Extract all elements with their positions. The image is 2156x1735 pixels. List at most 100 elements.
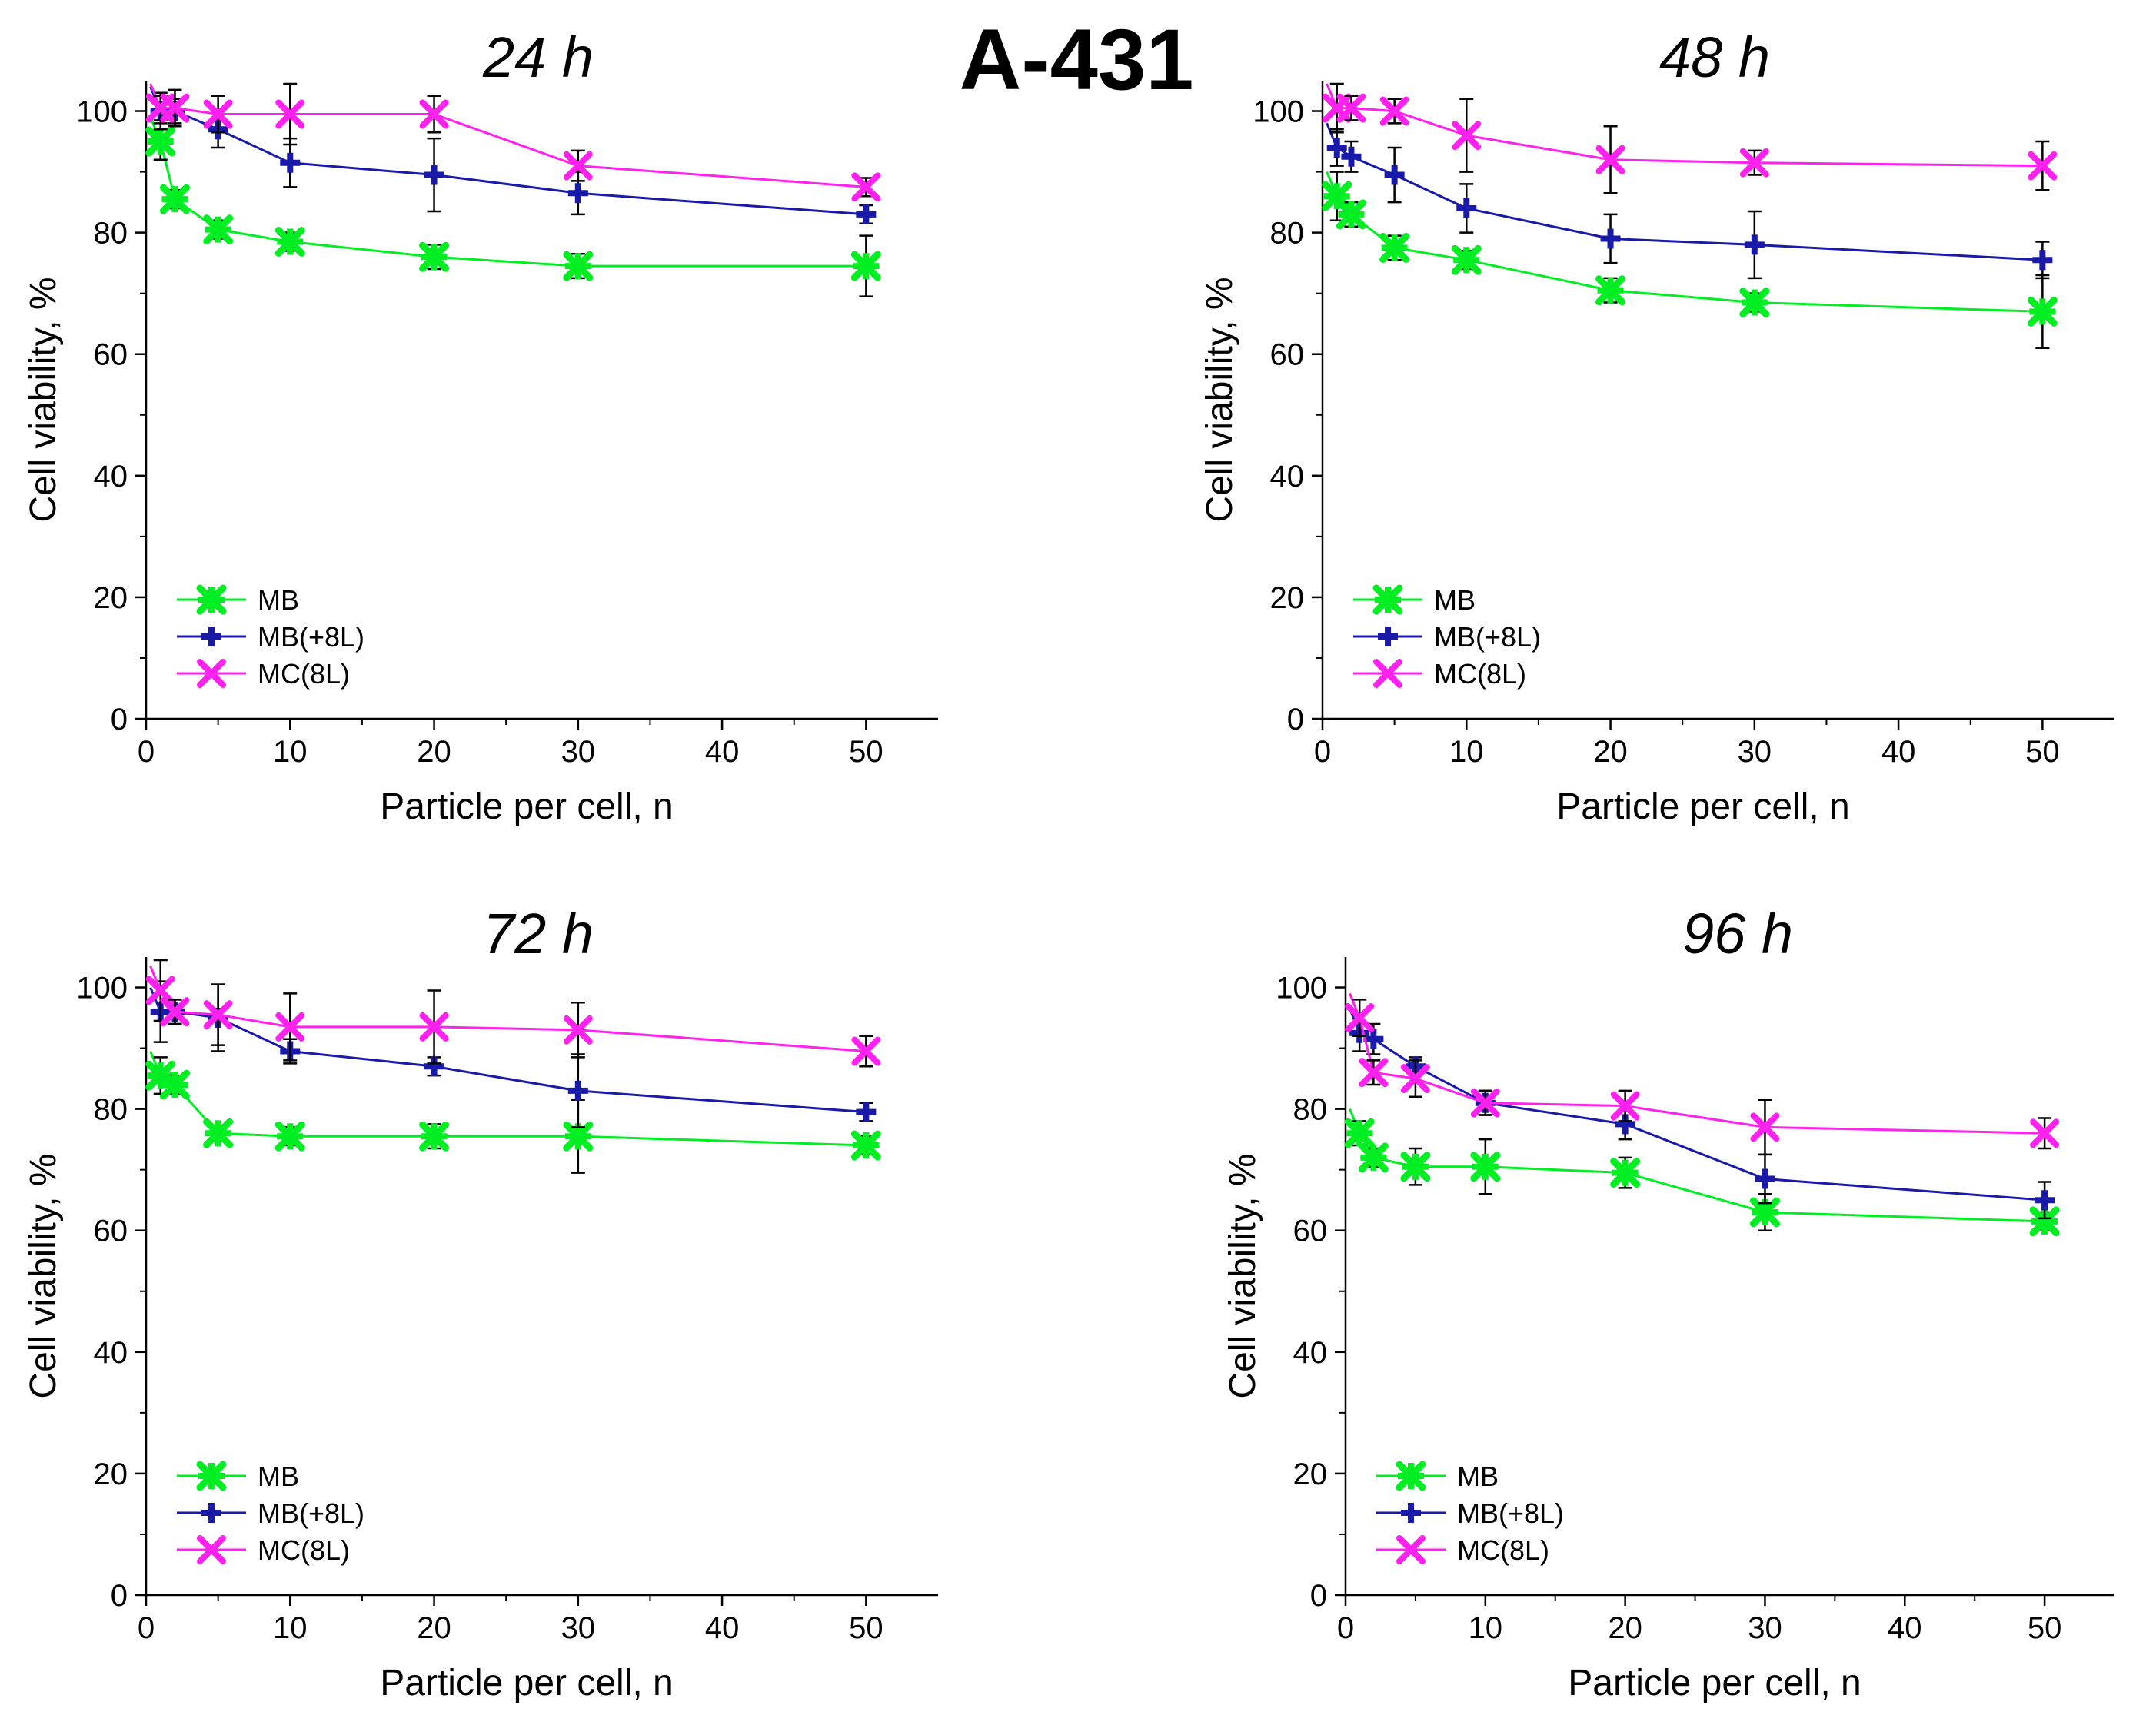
data-point xyxy=(203,1118,234,1148)
chart-panel-1: 0 20 40 60 80 100 0 10 20 30 40 50 24 h Particle per … xyxy=(23,25,938,827)
y-tick-label: 40 xyxy=(94,1336,128,1370)
y-tick-label: 20 xyxy=(94,1457,128,1491)
series-mc-8l- xyxy=(145,959,881,1068)
y-tick-label: 40 xyxy=(1270,460,1305,494)
data-point xyxy=(1595,145,1625,174)
x-tick-label: 10 xyxy=(273,1611,308,1645)
data-point xyxy=(1336,93,1366,123)
legend-label: MB xyxy=(258,1461,299,1492)
marker-stroke xyxy=(419,99,449,129)
data-point xyxy=(563,251,594,281)
y-tick-label: 20 xyxy=(94,581,128,615)
marker-stroke xyxy=(2028,151,2058,181)
y-tick-label: 100 xyxy=(1276,972,1327,1005)
data-point xyxy=(850,1130,881,1161)
legend-label: MC(8L) xyxy=(258,1534,350,1566)
data-point xyxy=(159,184,190,214)
data-point xyxy=(563,1015,593,1045)
legend-marker xyxy=(1373,659,1402,688)
data-point xyxy=(2030,1118,2060,1148)
x-tick-label: 0 xyxy=(138,1611,155,1645)
data-point xyxy=(203,1000,233,1030)
y-tick-label: 20 xyxy=(1270,581,1305,615)
series-mb xyxy=(145,116,881,297)
marker-stroke xyxy=(203,1000,233,1030)
data-point xyxy=(275,99,305,129)
data-point xyxy=(851,1036,881,1066)
data-point xyxy=(1384,165,1405,185)
marker-stroke xyxy=(1359,1058,1389,1088)
marker-stroke xyxy=(1379,96,1409,126)
data-point xyxy=(145,126,176,157)
y-tick-label: 0 xyxy=(111,1579,128,1613)
x-tick-label: 50 xyxy=(2028,1611,2062,1645)
x-tick-label: 30 xyxy=(561,1611,596,1645)
x-tick-label: 40 xyxy=(1888,1611,1922,1645)
data-point xyxy=(850,251,881,281)
chart-panel-3: 0 20 40 60 80 100 0 10 20 30 40 50 72 h Particle per … xyxy=(23,902,938,1703)
data-point xyxy=(2035,1190,2055,1211)
marker-stroke xyxy=(419,1012,449,1042)
data-point xyxy=(1363,1029,1384,1049)
y-axis-label: Cell viability, % xyxy=(23,1153,64,1398)
legend: MB MB(+8L) MC(8L) xyxy=(1376,1461,1564,1566)
data-point xyxy=(1610,1158,1641,1188)
marker-stroke xyxy=(1750,1112,1780,1142)
series-line xyxy=(1349,1008,2045,1202)
y-tick-label: 60 xyxy=(1270,338,1305,372)
y-tick-label: 100 xyxy=(1253,95,1304,129)
legend-label: MC(8L) xyxy=(1457,1534,1549,1566)
data-point xyxy=(1345,1003,1375,1033)
legend-item: MC(8L) xyxy=(1353,658,1526,690)
x-tick-label: 0 xyxy=(1337,1611,1354,1645)
y-tick-label: 60 xyxy=(1293,1215,1328,1248)
legend-label: MB xyxy=(1434,584,1476,616)
y-tick-label: 60 xyxy=(94,338,128,372)
data-point xyxy=(203,214,234,245)
x-axis-label: Particle per cell, n xyxy=(1556,786,1850,827)
x-tick-label: 40 xyxy=(705,1611,740,1645)
data-point xyxy=(1739,288,1770,318)
y-tick-label: 100 xyxy=(76,95,128,129)
data-point xyxy=(1358,1142,1389,1173)
legend-item: MB xyxy=(1353,584,1476,616)
data-point xyxy=(856,204,877,224)
data-point xyxy=(856,1102,877,1122)
data-point xyxy=(1755,1168,1775,1189)
data-point xyxy=(2032,250,2053,271)
series-mb-8l- xyxy=(1326,122,2053,280)
data-point xyxy=(1456,198,1477,218)
series-mb xyxy=(1322,171,2058,350)
legend-item: MB xyxy=(177,1461,299,1492)
chart-panel-2: 0 20 40 60 80 100 0 10 20 30 40 50 48 h Particle per … xyxy=(1199,25,2114,827)
series-line xyxy=(1326,122,2043,261)
data-point xyxy=(1744,234,1765,255)
legend: MB MB(+8L) MC(8L) xyxy=(177,584,364,690)
x-tick-label: 0 xyxy=(138,735,155,769)
marker-stroke xyxy=(197,1535,226,1564)
data-point xyxy=(1452,121,1482,151)
legend-marker xyxy=(1401,1503,1421,1523)
data-point xyxy=(1610,1091,1640,1121)
y-tick-label: 0 xyxy=(1287,703,1304,736)
series-mb xyxy=(1344,1108,2060,1237)
legend-marker xyxy=(196,1461,227,1491)
legend-label: MB(+8L) xyxy=(258,1497,364,1529)
marker-stroke xyxy=(563,1015,593,1045)
legend-marker xyxy=(1378,627,1398,646)
data-point xyxy=(424,165,444,185)
x-tick-label: 20 xyxy=(1608,1611,1642,1645)
legend-label: MB xyxy=(258,584,299,616)
x-tick-label: 30 xyxy=(561,735,596,769)
legend-label: MC(8L) xyxy=(1434,658,1526,690)
data-point xyxy=(1470,1152,1501,1182)
marker-stroke xyxy=(1595,145,1625,174)
legend-marker xyxy=(201,1503,221,1523)
series-line xyxy=(149,83,867,188)
x-tick-label: 50 xyxy=(849,1611,883,1645)
marker-stroke xyxy=(1452,121,1482,151)
legend-item: MC(8L) xyxy=(1376,1534,1549,1566)
marker-stroke xyxy=(1396,1535,1426,1564)
marker-stroke xyxy=(1400,1064,1430,1094)
